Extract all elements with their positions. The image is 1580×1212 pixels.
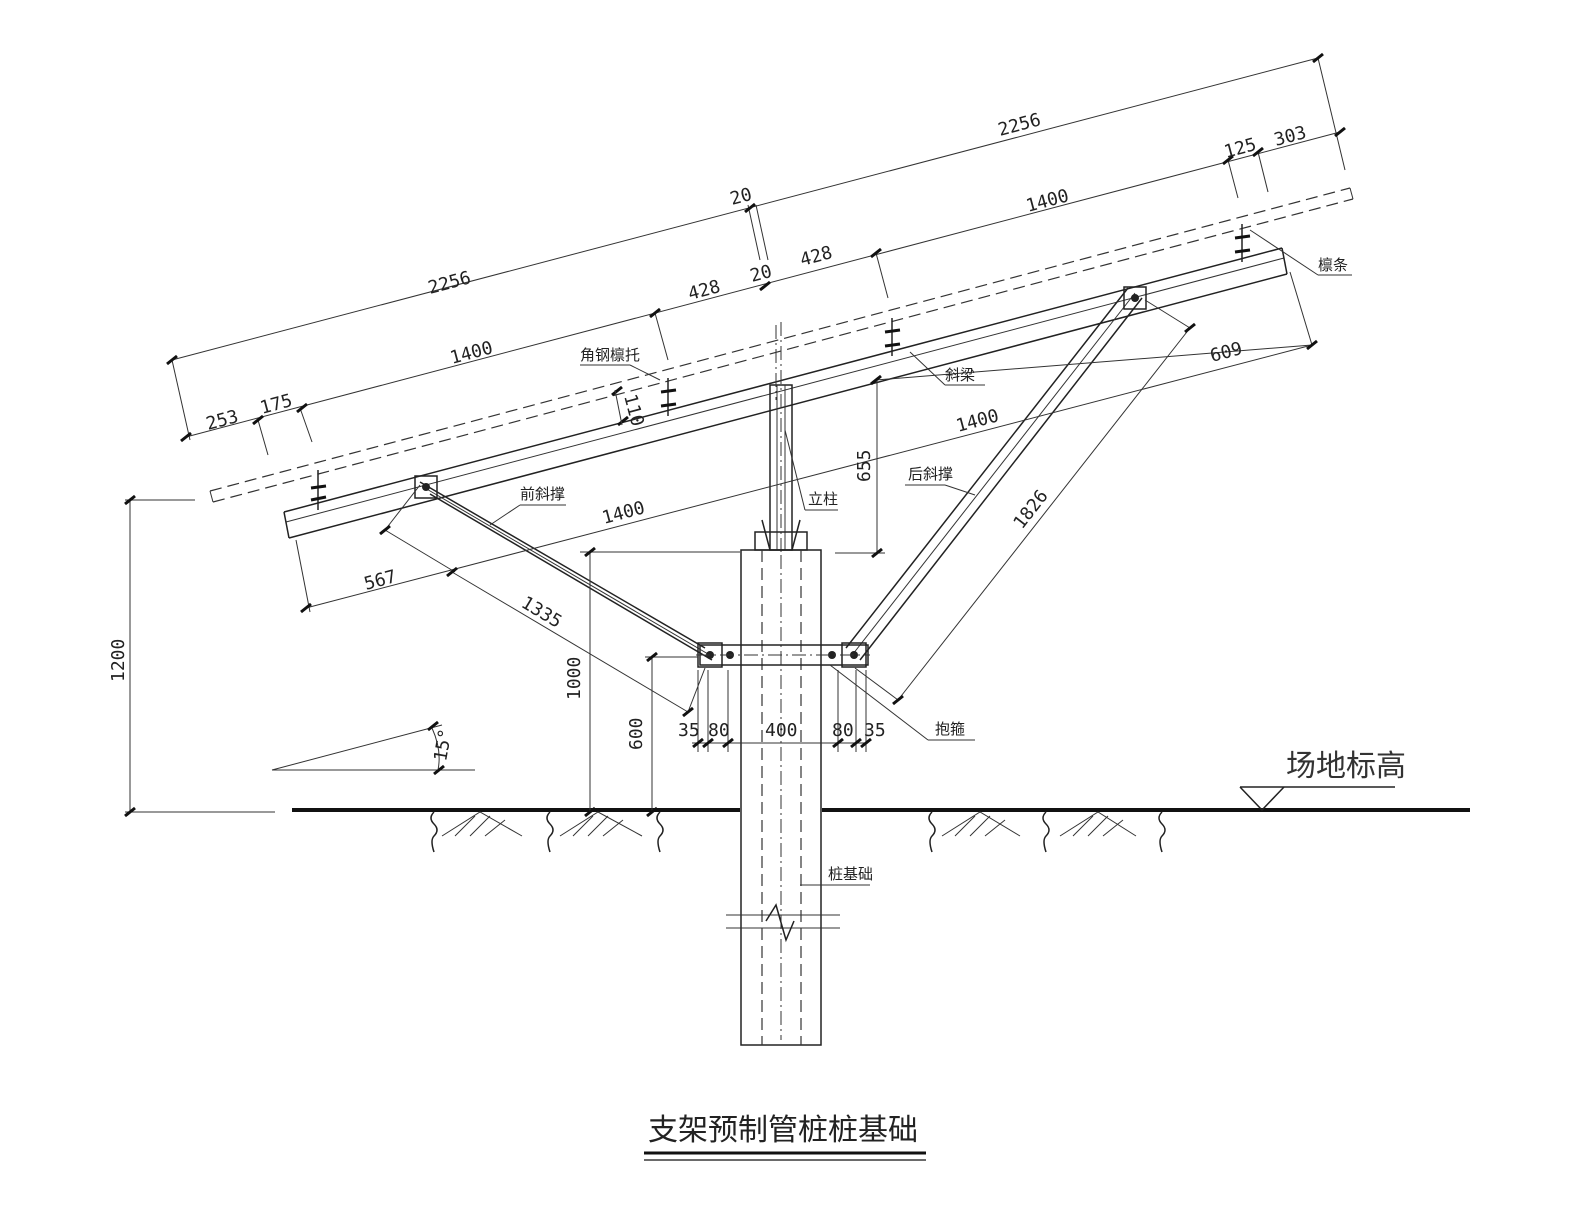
dim-1400-upper-left: 1400 (448, 337, 495, 369)
rear-brace (845, 286, 1147, 661)
site-elevation-marker: 场地标高 (1239, 749, 1406, 812)
purlin-supports (310, 224, 1251, 510)
dim-175: 175 (258, 390, 295, 419)
label-pile-foundation: 桩基础 (828, 865, 873, 883)
dim-600: 600 (626, 717, 647, 750)
dim-1400-upper-right: 1400 (1024, 185, 1071, 217)
dim-125: 125 (1222, 134, 1259, 163)
label-purlin: 檩条 (1318, 256, 1348, 274)
hoop (696, 642, 870, 668)
panel-plane (209, 187, 1354, 503)
dim-1826: 1826 (1009, 486, 1052, 533)
label-angle-purlin-support: 角钢檩托 (580, 346, 640, 364)
front-brace (414, 475, 713, 661)
dim-110: 110 (619, 392, 648, 429)
dim-80-left: 80 (708, 720, 730, 741)
dim-428-left: 428 (686, 276, 723, 305)
dim-80-right: 80 (832, 720, 854, 741)
label-front-brace: 前斜撑 (520, 485, 565, 503)
dim-2256-right: 2256 (996, 109, 1043, 141)
dim-35-right: 35 (864, 720, 886, 741)
dim-2256-left: 2256 (426, 267, 473, 299)
dimension-lines (125, 57, 1346, 813)
drawing-title-block: 支架预制管桩桩基础 (644, 1113, 926, 1161)
label-inclined-beam: 斜梁 (945, 366, 975, 384)
pile (726, 549, 840, 1046)
dim-15-degree: 15° (430, 727, 456, 763)
leader-lines (489, 229, 1352, 886)
column (754, 322, 808, 560)
dim-400: 400 (765, 720, 798, 741)
site-elevation-label: 场地标高 (1286, 749, 1406, 784)
component-labels: 檩条 角钢檩托 斜梁 前斜撑 后斜撑 立柱 抱箍 桩基础 (520, 256, 1348, 883)
ground-line (292, 808, 1470, 853)
label-hoop: 抱箍 (935, 720, 965, 738)
dim-1200: 1200 (108, 639, 129, 682)
dim-1000: 1000 (564, 657, 585, 700)
dim-1335: 1335 (517, 592, 565, 632)
dimension-ticks (124, 52, 1346, 818)
dim-35-left: 35 (678, 720, 700, 741)
drawing-title: 支架预制管桩桩基础 (648, 1113, 918, 1148)
label-rear-brace: 后斜撑 (908, 465, 953, 483)
dim-253: 253 (204, 406, 241, 435)
dim-567: 567 (362, 566, 399, 595)
dim-1400-lower-left: 1400 (600, 497, 647, 529)
dim-609: 609 (1208, 338, 1245, 367)
dim-655: 655 (854, 449, 875, 482)
label-column: 立柱 (808, 490, 838, 508)
dim-303: 303 (1272, 122, 1309, 151)
